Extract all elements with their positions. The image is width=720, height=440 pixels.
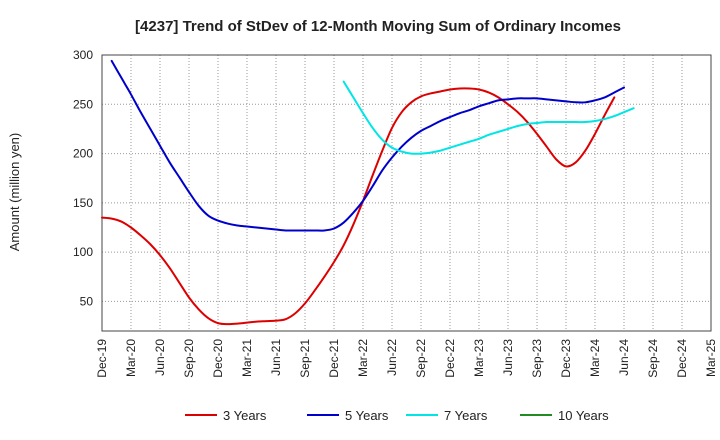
y-tick-label: 300 [73, 48, 93, 62]
y-tick-label: 250 [73, 97, 93, 111]
y-tick-label: 100 [73, 245, 93, 259]
x-tick-label: Mar-23 [472, 339, 486, 377]
y-tick-label: 150 [73, 196, 93, 210]
plot-area: 50 100 150 200 250 300 Dec-19 Mar-20 Jun-20 Sep-2… [73, 48, 718, 378]
x-tick-label: Dec-23 [559, 339, 573, 378]
series-line-5-years [110, 59, 625, 232]
x-tick-label: Sep-21 [298, 339, 312, 378]
x-tick-label: Mar-21 [240, 339, 254, 377]
x-tick-label: Mar-25 [704, 339, 718, 377]
x-tick-label: Dec-21 [327, 339, 341, 378]
x-tick-label: Mar-22 [356, 339, 370, 377]
x-tick-label: Mar-20 [124, 339, 138, 377]
x-tick-label: Dec-22 [443, 339, 457, 378]
y-axis-label: Amount (million yen) [7, 133, 22, 252]
chart-title: [4237] Trend of StDev of 12-Month Moving… [135, 18, 621, 35]
plot-frame [101, 54, 712, 332]
x-tick-label: Jun-24 [617, 339, 631, 376]
x-tick-label: Jun-20 [153, 339, 167, 376]
x-tick-label: Sep-24 [646, 339, 660, 378]
legend: 3 Years 5 Years 7 Years 10 Years [185, 408, 609, 423]
legend-label: 5 Years [345, 408, 389, 423]
legend-label: 3 Years [223, 408, 267, 423]
x-tick-label: Sep-22 [414, 339, 428, 378]
x-tick-label: Jun-22 [385, 339, 399, 376]
x-tick-label: Jun-23 [501, 339, 515, 376]
x-tick-label: Mar-24 [588, 339, 602, 377]
x-tick-label: Jun-21 [269, 339, 283, 376]
series-line-7-years [342, 80, 635, 155]
legend-label: 10 Years [558, 408, 609, 423]
x-tick-label: Sep-23 [530, 339, 544, 378]
y-tick-label: 50 [80, 294, 94, 308]
x-tick-label: Dec-19 [95, 339, 109, 378]
x-tick-label: Dec-20 [211, 339, 225, 378]
y-tick-label: 200 [73, 147, 93, 161]
legend-label: 7 Years [444, 408, 488, 423]
x-tick-label: Dec-24 [675, 339, 689, 378]
x-tick-label: Sep-20 [182, 339, 196, 378]
